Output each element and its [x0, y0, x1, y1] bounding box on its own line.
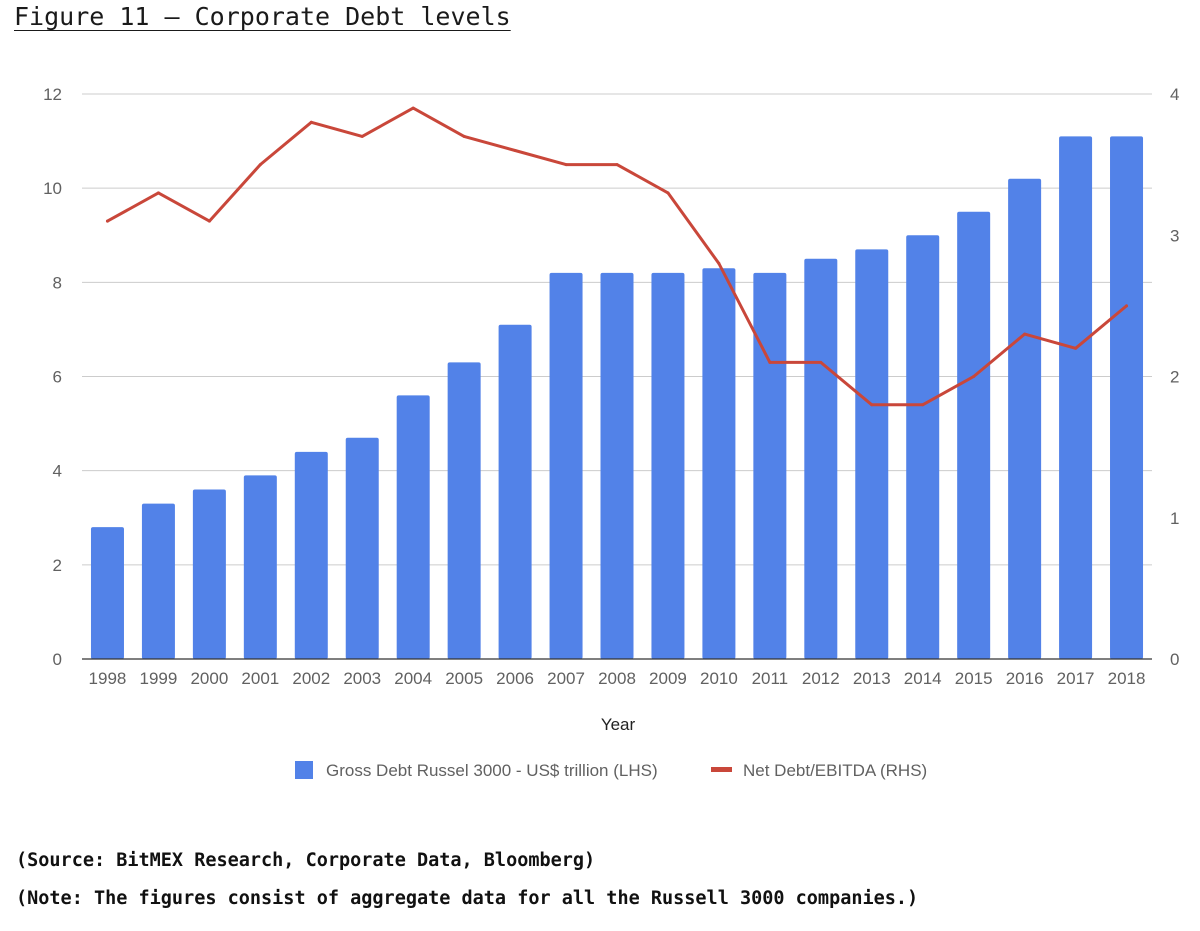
y-right-tick-label: 3 [1170, 226, 1179, 245]
line-point-2014 [921, 403, 925, 407]
x-tick-label: 2014 [904, 669, 942, 688]
x-tick-label: 2017 [1057, 669, 1095, 688]
x-axis-title: Year [601, 715, 636, 734]
line-point-2010 [717, 262, 721, 265]
legend-line-swatch [711, 767, 732, 772]
bar-2015 [957, 211, 991, 660]
bar-2011 [753, 272, 787, 659]
x-tick-label: 1998 [89, 669, 127, 688]
source-note: (Source: BitMEX Research, Corporate Data… [16, 850, 596, 871]
figure-title: Figure 11 – Corporate Debt levels [14, 2, 511, 31]
line-point-1999 [156, 191, 160, 195]
bar-2018 [1110, 136, 1144, 659]
bar-2013 [855, 249, 889, 659]
y-left-tick-label: 2 [53, 556, 62, 575]
line-point-2006 [513, 149, 517, 152]
bar-series [90, 136, 1144, 660]
line-point-2016 [1023, 332, 1027, 336]
bar-2006 [498, 324, 532, 659]
bar-2016 [1008, 178, 1042, 659]
x-tick-label: 2012 [802, 669, 840, 688]
y-right-tick-label: 1 [1170, 509, 1179, 528]
line-series [105, 106, 1129, 407]
x-tick-label: 2007 [547, 669, 585, 688]
legend-bar-label: Gross Debt Russel 3000 - US$ trillion (L… [326, 761, 658, 780]
line-point-2000 [207, 219, 211, 223]
x-tick-label: 2016 [1006, 669, 1044, 688]
bar-2010 [702, 268, 736, 659]
x-tick-label: 2011 [752, 669, 789, 688]
line-point-2009 [666, 191, 670, 195]
bar-2012 [804, 258, 838, 659]
bar-2009 [651, 272, 685, 659]
y-right-tick-label: 4 [1170, 85, 1179, 104]
y-left-tick-label: 8 [53, 273, 62, 292]
figures-note: (Note: The figures consist of aggregate … [16, 888, 919, 909]
bar-2007 [549, 272, 583, 659]
x-tick-label: 2006 [496, 669, 534, 688]
x-tick-label: 2009 [649, 669, 687, 688]
y-left-tick-label: 0 [53, 650, 62, 669]
y-left-tick-label: 6 [53, 368, 62, 387]
bar-2004 [396, 395, 430, 659]
y-left-tick-label: 4 [53, 462, 62, 481]
x-tick-label: 2000 [190, 669, 228, 688]
line-point-2001 [258, 163, 262, 167]
legend-line-label: Net Debt/EBITDA (RHS) [743, 761, 927, 780]
line-point-2013 [870, 403, 874, 407]
y-left-tick-label: 12 [43, 85, 62, 104]
line-point-2004 [411, 106, 415, 110]
legend-bar-swatch [295, 761, 313, 779]
bar-1998 [90, 527, 124, 659]
line-point-2012 [819, 360, 823, 364]
bar-2005 [447, 362, 481, 659]
bar-2017 [1059, 136, 1093, 659]
y-right-tick-label: 2 [1170, 368, 1179, 387]
x-tick-label: 2018 [1108, 669, 1146, 688]
bar-2002 [294, 451, 328, 659]
x-tick-label: 2015 [955, 669, 993, 688]
x-tick-label: 2003 [343, 669, 381, 688]
x-tick-label: 2001 [241, 669, 279, 688]
bar-2000 [192, 489, 226, 659]
x-tick-label: 2004 [394, 669, 432, 688]
y-left-tick-label: 10 [43, 179, 62, 198]
x-tick-label: 2002 [292, 669, 330, 688]
line-point-2005 [462, 134, 466, 138]
y-right-tick-label: 0 [1170, 650, 1179, 669]
line-point-2008 [615, 163, 619, 167]
x-tick-label: 2013 [853, 669, 891, 688]
line-point-1998 [105, 219, 109, 223]
line-point-2017 [1074, 346, 1078, 350]
line-point-2018 [1125, 304, 1129, 308]
x-tick-label: 2010 [700, 669, 738, 688]
bar-2003 [345, 437, 379, 659]
line-point-2011 [768, 360, 772, 364]
line-point-2002 [309, 120, 313, 124]
bar-2001 [243, 475, 277, 659]
x-tick-label: 2008 [598, 669, 636, 688]
bar-2014 [906, 235, 940, 659]
line-point-2003 [360, 134, 364, 138]
x-tick-label: 1999 [140, 669, 178, 688]
bar-2008 [600, 272, 634, 659]
bar-1999 [141, 503, 175, 659]
legend: Gross Debt Russel 3000 - US$ trillion (L… [295, 761, 927, 780]
line-point-2015 [972, 375, 976, 378]
line-point-2007 [564, 163, 568, 167]
x-tick-label: 2005 [445, 669, 483, 688]
